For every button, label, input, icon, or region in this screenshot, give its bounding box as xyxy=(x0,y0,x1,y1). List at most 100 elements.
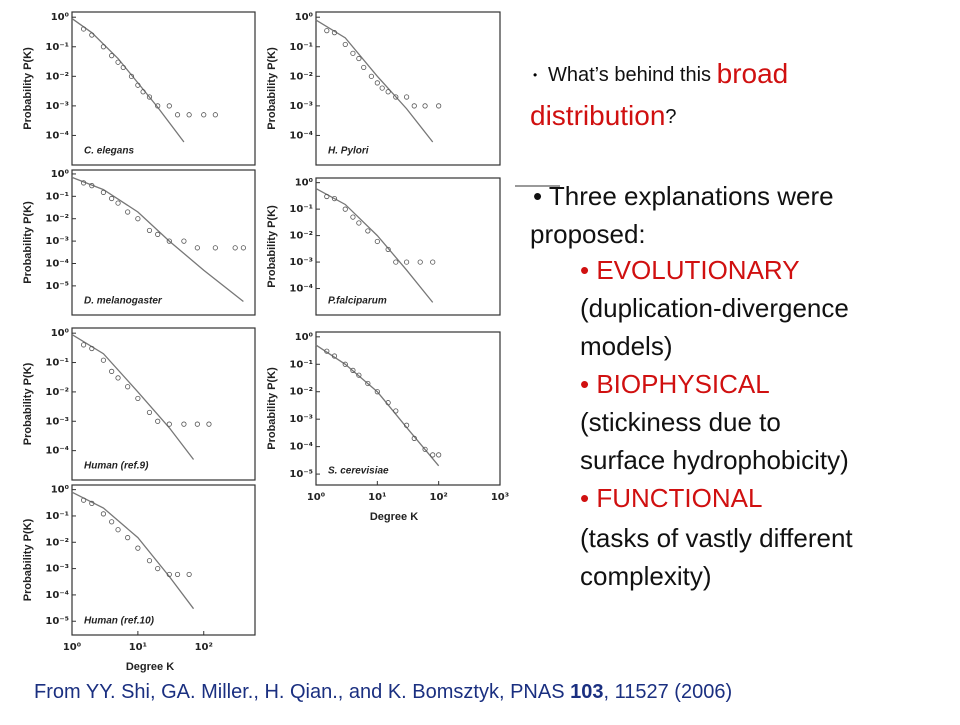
y-tick-label: 10⁰ xyxy=(51,328,69,339)
plot-frame xyxy=(315,331,501,486)
data-point xyxy=(125,535,131,541)
data-point xyxy=(174,112,181,118)
data-point xyxy=(146,94,153,100)
data-point xyxy=(324,28,330,34)
y-tick-label: 10⁻⁴ xyxy=(289,284,313,295)
y-axis-label: Probability P(K) xyxy=(22,47,34,130)
item-detail: complexity) xyxy=(580,561,711,591)
y-tick-label: 10⁻¹ xyxy=(45,511,69,522)
data-point xyxy=(146,409,153,416)
plot-frame xyxy=(71,169,256,316)
data-point xyxy=(411,103,417,109)
y-tick-label: 10⁰ xyxy=(295,332,313,343)
data-point xyxy=(166,421,172,427)
data-point xyxy=(331,30,338,36)
y-tick-label: 10⁻² xyxy=(45,387,69,398)
data-point xyxy=(115,200,121,206)
chart-title: S. cerevisiae xyxy=(328,466,389,477)
y-tick-label: 10⁻¹ xyxy=(45,358,69,369)
data-point xyxy=(115,527,121,533)
item-detail: (tasks of vastly different xyxy=(580,523,853,553)
data-point xyxy=(365,380,371,387)
y-tick-label: 10⁻⁴ xyxy=(45,258,69,269)
data-point xyxy=(422,446,428,452)
data-point xyxy=(324,348,330,354)
y-tick-label: 10⁻² xyxy=(45,537,69,548)
y-tick-label: 10⁻⁴ xyxy=(45,590,69,601)
data-point xyxy=(100,357,107,363)
data-point xyxy=(135,395,141,402)
data-point xyxy=(115,59,121,65)
y-tick-label: 10⁻⁴ xyxy=(289,442,313,453)
data-point xyxy=(109,195,115,202)
data-point xyxy=(109,519,115,525)
x-tick-label: 10² xyxy=(195,642,213,653)
data-point xyxy=(166,103,172,109)
y-tick-label: 10⁻⁵ xyxy=(289,469,313,480)
data-point xyxy=(393,408,399,414)
item-heading: • BIOPHYSICAL xyxy=(580,369,770,399)
item-heading: • FUNCTIONAL xyxy=(580,483,762,513)
y-tick-label: 10⁻¹ xyxy=(289,42,313,53)
y-tick-label: 10⁻¹ xyxy=(45,191,69,202)
y-tick-label: 10⁰ xyxy=(51,485,69,496)
y-tick-label: 10⁻⁴ xyxy=(289,130,313,141)
item-detail: (stickiness due to xyxy=(580,407,781,437)
data-point xyxy=(115,375,121,381)
data-point xyxy=(436,452,442,458)
fit-line xyxy=(315,19,434,143)
data-point xyxy=(80,497,87,503)
y-tick-label: 10⁻³ xyxy=(289,101,313,112)
y-axis-label: Probability P(K) xyxy=(22,362,34,445)
fit-line xyxy=(71,491,195,610)
data-point xyxy=(331,353,338,359)
data-point xyxy=(80,26,87,32)
data-point xyxy=(430,452,436,458)
y-tick-label: 10⁻⁵ xyxy=(45,281,69,292)
y-tick-label: 10⁰ xyxy=(51,169,69,180)
bullet-dot: • xyxy=(533,68,537,82)
data-point xyxy=(379,85,385,91)
data-point xyxy=(436,103,442,109)
y-tick-label: 10⁻¹ xyxy=(289,359,313,370)
data-point xyxy=(174,571,181,578)
data-point xyxy=(140,89,146,95)
data-point xyxy=(166,571,172,578)
x-tick-label: 10³ xyxy=(491,492,509,503)
data-point xyxy=(155,231,161,237)
item-detail: (duplication-divergence xyxy=(580,293,849,323)
x-tick-label: 10¹ xyxy=(368,492,386,503)
data-point xyxy=(212,245,218,251)
x-tick-label: 10⁰ xyxy=(63,642,81,653)
data-point xyxy=(374,389,380,395)
data-point xyxy=(125,209,131,215)
data-point xyxy=(194,245,200,251)
data-point xyxy=(166,238,172,244)
data-point xyxy=(342,206,348,212)
data-point xyxy=(403,422,410,428)
data-point xyxy=(393,94,399,100)
data-point xyxy=(393,259,399,265)
x-axis-label: Degree K xyxy=(370,511,418,523)
question-2: distribution? xyxy=(530,100,677,131)
x-tick-label: 10² xyxy=(430,492,448,503)
data-point xyxy=(411,435,417,441)
bullet-2-line: proposed: xyxy=(530,219,646,249)
data-point xyxy=(212,112,218,118)
data-point xyxy=(100,189,107,195)
chart-title: C. elegans xyxy=(84,146,134,157)
data-point xyxy=(135,545,141,551)
y-tick-label: 10⁰ xyxy=(51,12,69,23)
data-point xyxy=(232,245,238,251)
y-tick-label: 10⁰ xyxy=(295,178,313,189)
x-tick-label: 10⁰ xyxy=(307,492,325,503)
data-point xyxy=(324,193,330,200)
data-point xyxy=(350,50,356,56)
data-point xyxy=(80,180,87,186)
x-axis-label: Degree K xyxy=(126,661,174,673)
y-tick-label: 10⁻³ xyxy=(45,236,69,247)
data-point xyxy=(80,342,87,348)
y-axis-label: Probability P(K) xyxy=(22,201,34,284)
data-point xyxy=(109,368,115,374)
data-point xyxy=(206,421,212,427)
